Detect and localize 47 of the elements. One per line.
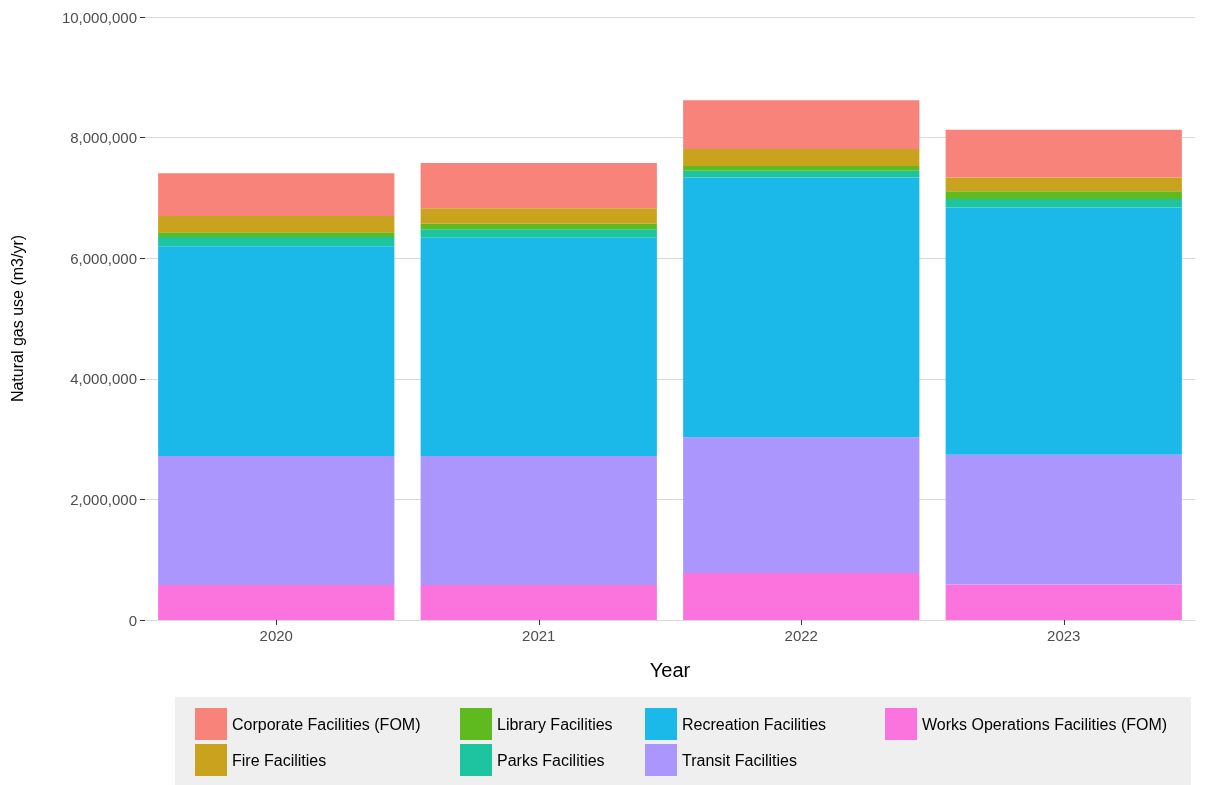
bar bbox=[683, 437, 920, 573]
bar bbox=[158, 585, 395, 620]
bar bbox=[945, 191, 1182, 200]
legend-label: Fire Facilities bbox=[232, 751, 327, 769]
bar bbox=[683, 572, 920, 620]
y-tick-label: 0 bbox=[128, 611, 137, 629]
y-tick-label: 10,000,000 bbox=[61, 8, 137, 26]
bar bbox=[420, 455, 657, 586]
bar bbox=[158, 237, 395, 247]
x-tick-label: 2020 bbox=[259, 627, 293, 644]
bar bbox=[683, 177, 920, 438]
bar bbox=[945, 129, 1182, 178]
bar bbox=[683, 149, 920, 166]
x-tick-label: 2021 bbox=[522, 627, 556, 644]
x-tick-label: 2022 bbox=[784, 627, 818, 644]
legend-label: Corporate Facilities (FOM) bbox=[232, 715, 421, 733]
legend-label: Parks Facilities bbox=[497, 751, 605, 769]
bar bbox=[945, 454, 1182, 585]
y-tick-label: 6,000,000 bbox=[70, 249, 137, 267]
legend-label: Recreation Facilities bbox=[682, 715, 827, 733]
bar bbox=[158, 173, 395, 216]
bar bbox=[420, 162, 657, 209]
bar bbox=[158, 215, 395, 233]
bar bbox=[420, 229, 657, 238]
legend-label: Transit Facilities bbox=[682, 751, 797, 769]
legend-label: Works Operations Facilities (FOM) bbox=[922, 715, 1168, 733]
bar bbox=[158, 246, 395, 456]
bar bbox=[158, 455, 395, 586]
y-axis-title: Natural gas use (m3/yr) bbox=[8, 234, 26, 403]
y-tick-label: 2,000,000 bbox=[70, 490, 137, 508]
bar bbox=[420, 223, 657, 230]
bar bbox=[420, 237, 657, 456]
x-axis-title: Year bbox=[649, 659, 691, 681]
bar bbox=[420, 585, 657, 620]
bar bbox=[945, 584, 1182, 620]
y-tick-label: 4,000,000 bbox=[70, 370, 137, 388]
bar bbox=[945, 199, 1182, 208]
bar bbox=[420, 208, 657, 224]
bar bbox=[683, 100, 920, 150]
legend-label: Library Facilities bbox=[497, 715, 613, 733]
bar bbox=[945, 177, 1182, 192]
bar bbox=[945, 207, 1182, 455]
x-tick-label: 2023 bbox=[1047, 627, 1081, 644]
bar bbox=[158, 232, 395, 238]
y-tick-label: 8,000,000 bbox=[70, 129, 137, 147]
bar bbox=[683, 165, 920, 171]
bar bbox=[683, 170, 920, 178]
